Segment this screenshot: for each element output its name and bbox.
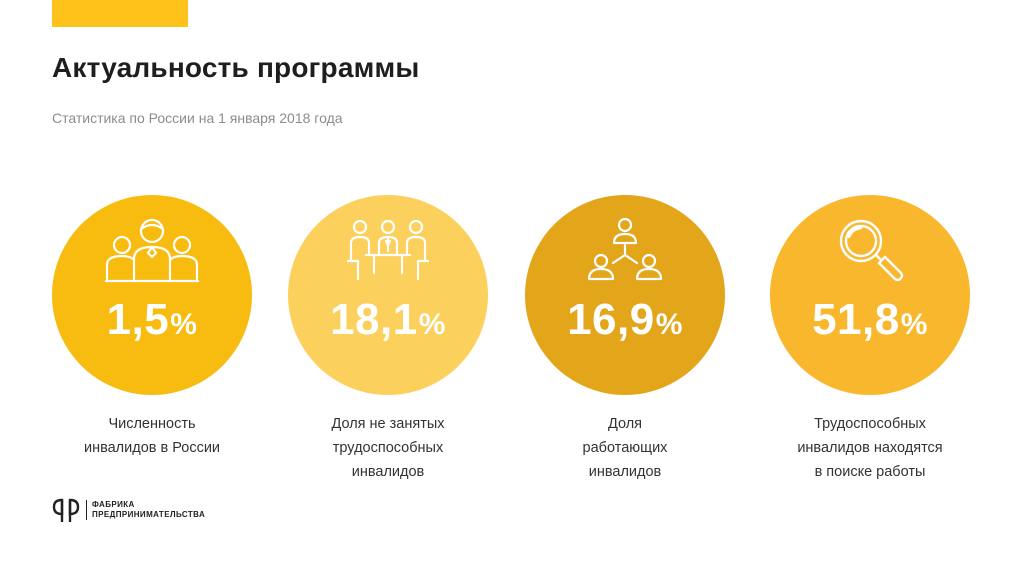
stat-card-unemployed-share: 18,1% Доля не занятых трудоспособных инв… xyxy=(288,195,488,480)
logo-text: ФАБРИКА ПРЕДПРИНИМАТЕЛЬСТВА xyxy=(86,500,205,520)
top-accent-bar xyxy=(52,0,188,27)
stat-circle: 1,5% xyxy=(52,195,252,395)
stat-label: Доля работающих инвалидов xyxy=(582,416,668,480)
stat-value: 16,9% xyxy=(567,295,683,344)
stat-circle: 51,8% xyxy=(770,195,970,395)
stat-value: 51,8% xyxy=(812,295,928,344)
page-subtitle: Статистика по России на 1 января 2018 го… xyxy=(52,110,343,126)
stat-card-job-seeking-share: 51,8% Трудоспособных инвалидов находятся… xyxy=(770,195,970,480)
stat-value: 18,1% xyxy=(330,295,446,344)
stat-circle: 18,1% xyxy=(288,195,488,395)
page-title: Актуальность программы xyxy=(52,52,420,83)
stat-value: 1,5% xyxy=(106,295,198,344)
hierarchy-icon xyxy=(587,217,663,281)
stat-circle: 16,9% xyxy=(525,195,725,395)
magnifier-icon xyxy=(839,219,904,282)
meeting-table-icon xyxy=(346,219,430,281)
stat-label: Численность инвалидов в России xyxy=(83,416,221,456)
logo-mark-icon xyxy=(52,498,80,522)
company-logo: ФАБРИКА ПРЕДПРИНИМАТЕЛЬСТВА xyxy=(52,497,205,523)
people-group-icon xyxy=(104,218,200,283)
stat-card-disabled-population: 1,5% Численность инвалидов в России xyxy=(52,195,252,456)
stat-label: Доля не занятых трудоспособных инвалидов xyxy=(331,416,445,480)
stat-card-working-share: 16,9% Доля работающих инвалидов xyxy=(525,195,725,480)
stat-label: Трудоспособных инвалидов находятся в пои… xyxy=(797,416,943,480)
